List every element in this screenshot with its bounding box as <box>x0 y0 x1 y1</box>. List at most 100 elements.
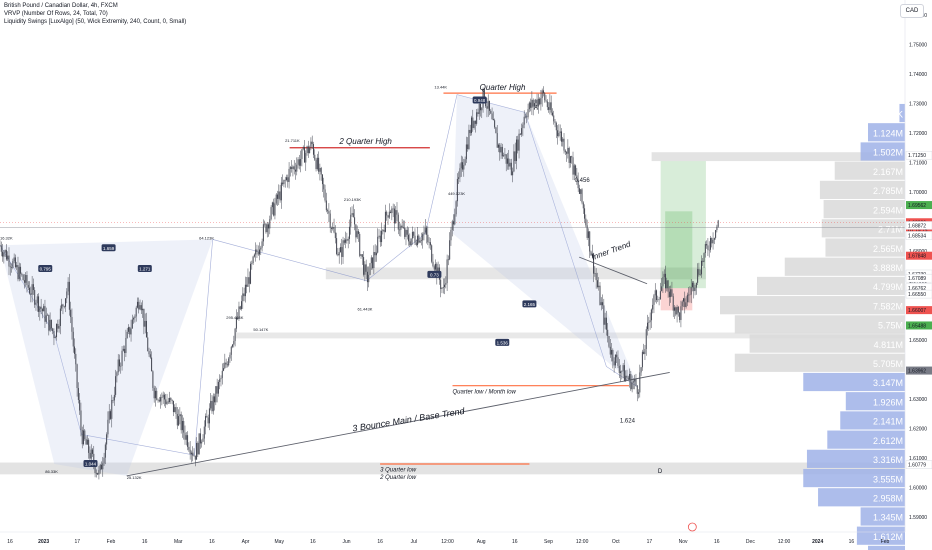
price-label-10: 1.66550 <box>908 292 926 298</box>
x-tick-24: 2024 <box>812 539 823 545</box>
ratio-text-0: 0.795 <box>40 266 52 271</box>
vp-label-6: 2.71M <box>878 225 903 235</box>
vp-label-22: 1.612M <box>873 532 903 542</box>
label-point-a: A <box>534 105 538 111</box>
price-scale[interactable]: 1.760001.750001.740001.730001.720001.710… <box>904 0 932 550</box>
ratio-text-7: 0.73 <box>430 272 439 277</box>
top-zone <box>651 152 905 162</box>
vp-row-2 <box>860 142 905 161</box>
price-label-bg-11 <box>906 306 932 315</box>
symbol-title[interactable]: British Pound / Canadian Dollar, 4h, FXC… <box>4 3 118 9</box>
price-label-4: 1.68872 <box>908 223 926 229</box>
x-tick-12: Jul <box>411 539 417 545</box>
price-label-14: 1.60779 <box>908 463 926 469</box>
swing-label-10: 64.123K <box>199 235 214 240</box>
x-tick-18: Oct <box>612 539 620 545</box>
event-icon <box>687 522 697 532</box>
label-main-trend: 3 Bounce Main / Base Trend <box>352 406 467 434</box>
currency-button[interactable]: CAD <box>900 4 924 18</box>
vp-label-16: 2.141M <box>873 417 903 427</box>
price-label-13: 1.63962 <box>908 369 926 375</box>
x-tick-2: 17 <box>75 539 81 545</box>
vp-row-11 <box>734 315 905 334</box>
time-scale[interactable]: 16 2023 17 Feb 16 Mar 16 Apr May 16 Jun 16 Jul 12:00 A… <box>0 522 905 545</box>
vp-row-22 <box>856 526 905 545</box>
price-label-bg-5 <box>905 231 932 240</box>
harmonic-pattern <box>0 94 639 456</box>
vp-label-21: 1.345M <box>873 513 903 523</box>
x-tick-11: 16 <box>377 539 383 545</box>
vp-label-5: 2.594M <box>873 205 903 215</box>
vp-row-23 <box>868 545 905 550</box>
vp-row-12 <box>749 334 905 353</box>
price-label-6: 1.67848 <box>908 254 926 260</box>
candles-layer <box>0 86 719 480</box>
vp-label-11: 5.75M <box>878 321 903 331</box>
low-zone <box>235 332 906 339</box>
vp-label-17: 2.612M <box>873 436 903 446</box>
price-label-bg-1 <box>906 201 932 210</box>
indicator-liquidity[interactable]: Liquidity Swings [LuxAlgo] (50, Wick Ext… <box>4 19 187 25</box>
y-tick-3: 1.73000 <box>909 101 927 107</box>
vp-row-9 <box>757 276 905 296</box>
swing-label-3: 449.123K <box>448 191 465 196</box>
vp-row-18 <box>806 449 905 468</box>
indicator-vrvp[interactable]: VRVP (Number Of Rows, 24, Total, 70) <box>4 11 108 17</box>
vp-label-19: 3.555M <box>873 474 903 484</box>
ratio-badge-2 <box>137 264 152 272</box>
supply-zone <box>325 267 706 280</box>
vp-row-16 <box>840 411 905 430</box>
x-tick-0: 16 <box>7 539 13 545</box>
x-tick-10: Jun <box>343 539 351 545</box>
vp-row-6 <box>821 219 905 238</box>
x-tick-19: 17 <box>647 539 653 545</box>
swing-label-9: 16.32K <box>0 235 13 240</box>
price-label-bg-12 <box>906 321 932 330</box>
label-three-quarter-low: 3 Quarter low <box>380 467 417 473</box>
swing-label-1: 13.44K <box>434 85 447 90</box>
ratio-text-5: 2.165 <box>524 302 536 307</box>
price-label-3: 01:19:75 <box>908 228 928 234</box>
ratio-badge-4 <box>472 96 487 104</box>
x-tick-4: 16 <box>142 539 148 545</box>
vp-label-8: 3.888M <box>873 263 903 273</box>
harmonic-fill-2 <box>452 94 639 388</box>
swing-label-0: 21.711K <box>285 138 300 143</box>
vp-label-13: 5.705M <box>873 359 903 369</box>
vp-row-19 <box>803 468 905 488</box>
x-tick-7: Apr <box>242 539 250 545</box>
vp-label-1: 1.124M <box>873 128 903 138</box>
price-label-8: 1.67089 <box>908 276 926 282</box>
price-label-bg-3 <box>906 225 932 234</box>
ratio-badge-5 <box>522 300 537 308</box>
swing-label-5: 295.464K <box>226 315 243 320</box>
y-tick-15: 1.61000 <box>909 456 927 462</box>
target-box <box>660 161 706 289</box>
ratio-text-1: 1.659 <box>103 246 115 251</box>
label-quarter-low: Quarter low / Month low <box>453 390 517 396</box>
y-tick-1: 1.75000 <box>909 42 927 48</box>
x-tick-21: 16 <box>714 539 720 545</box>
y-tick-16: 1.60000 <box>909 486 927 492</box>
label-0456: 0.456 <box>575 178 591 184</box>
vp-row-21 <box>860 507 905 526</box>
price-label-bg-0 <box>905 150 932 160</box>
vp-row-5 <box>823 200 905 219</box>
vp-row-20 <box>818 488 905 507</box>
target-box-inner <box>665 211 693 289</box>
price-label-bg-13 <box>906 366 932 375</box>
vp-label-2: 1.502M <box>873 148 903 158</box>
chart-legend: British Pound / Canadian Dollar, 4h, FXC… <box>4 2 186 26</box>
y-tick-17: 1.59000 <box>909 515 927 521</box>
swing-label-2: 210.193K <box>344 197 361 202</box>
ratio-badge-1 <box>101 244 116 252</box>
ratio-text-6: 1.536 <box>497 340 509 345</box>
x-tick-25: 16 <box>849 539 855 545</box>
vp-label-15: 1.926M <box>873 397 903 407</box>
x-tick-23: 12:00 <box>778 539 791 545</box>
y-tick-2: 1.74000 <box>909 72 927 78</box>
label-point-d: D <box>658 469 663 475</box>
vp-row-15 <box>845 392 905 411</box>
vp-label-0: 1.4K <box>884 109 903 119</box>
